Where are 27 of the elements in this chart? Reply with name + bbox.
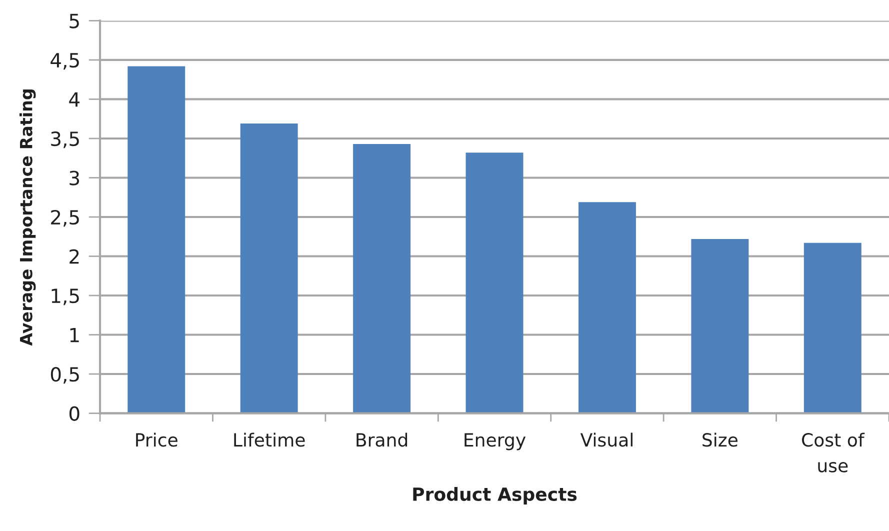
x-tick-label: Cost of use xyxy=(802,432,865,472)
x-tick-label: Brand xyxy=(356,432,408,447)
bar xyxy=(804,242,862,414)
y-tick-label: 4,5 xyxy=(50,53,79,70)
x-tick-label: Visual xyxy=(580,432,632,447)
bar xyxy=(578,202,636,414)
y-axis-title: Average Importance Rating xyxy=(19,90,36,346)
y-tick-label: 0,5 xyxy=(50,366,79,384)
x-tick-label: Size xyxy=(702,432,738,447)
x-tick-label: Energy xyxy=(464,433,526,450)
y-tick-label: 1 xyxy=(70,328,79,342)
bar xyxy=(466,152,524,414)
y-tick-label: 3 xyxy=(70,170,80,186)
y-tick-label: 2 xyxy=(70,249,79,264)
y-tick-label: 0 xyxy=(69,406,80,421)
y-tick-label: 3,5 xyxy=(51,131,79,148)
y-tick-label: 5 xyxy=(70,14,79,28)
y-tick-label: 1,5 xyxy=(52,288,79,306)
x-tick-label: Lifetime xyxy=(234,432,305,447)
x-tick-label: Price xyxy=(136,432,178,447)
bar xyxy=(691,238,749,414)
bar xyxy=(128,66,186,414)
bar xyxy=(353,144,411,414)
y-tick-label: 2,5 xyxy=(51,210,79,227)
y-tick-label: 4 xyxy=(69,92,80,107)
x-axis-title: Product Aspects xyxy=(413,487,577,504)
bar xyxy=(240,124,298,414)
